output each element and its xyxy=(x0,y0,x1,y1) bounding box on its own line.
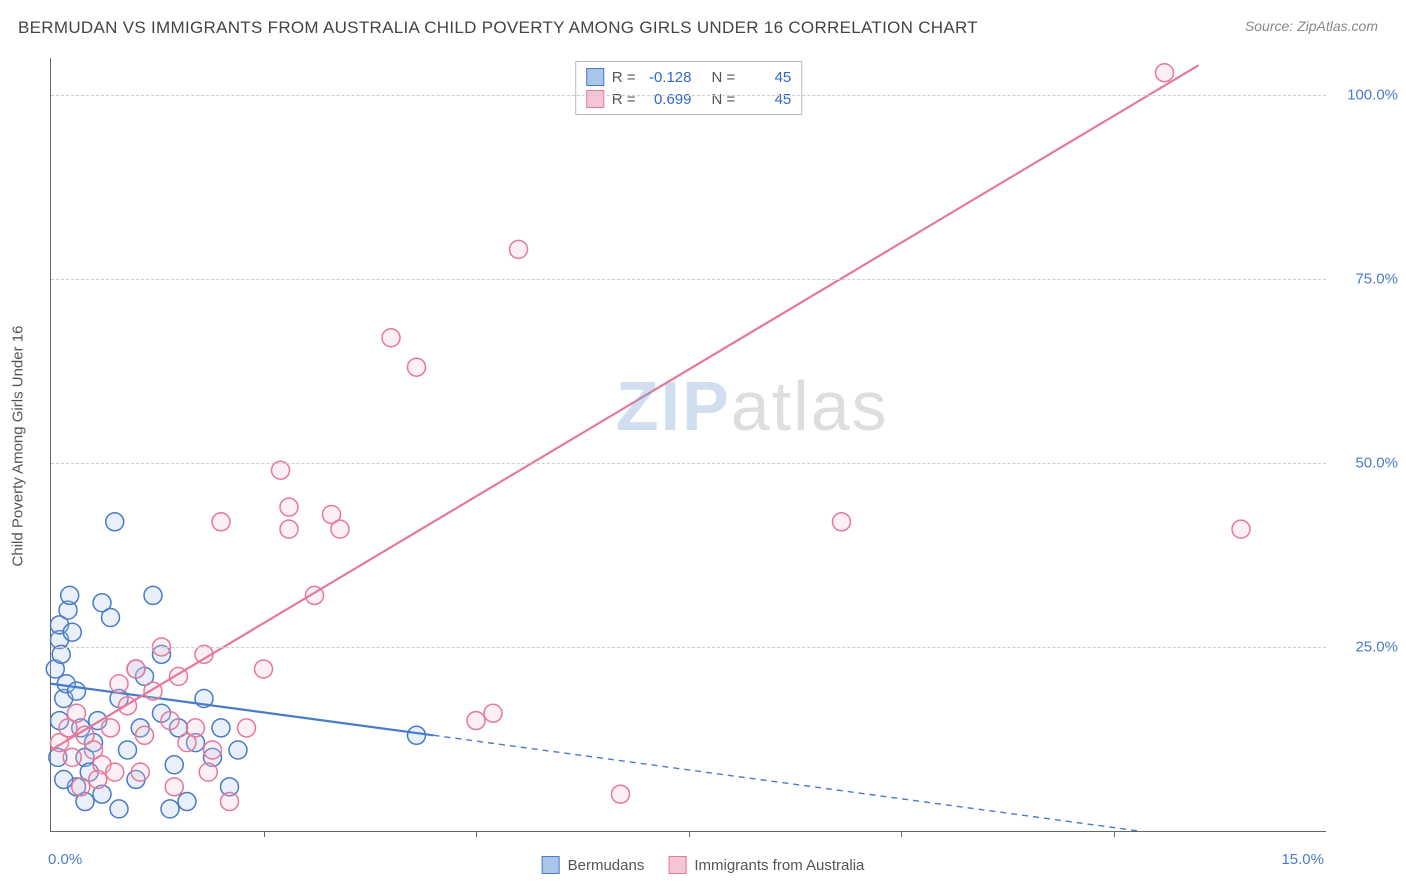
data-point xyxy=(833,513,851,531)
data-point xyxy=(408,726,426,744)
data-point xyxy=(102,719,120,737)
data-point xyxy=(178,793,196,811)
data-point xyxy=(161,712,179,730)
chart-title: BERMUDAN VS IMMIGRANTS FROM AUSTRALIA CH… xyxy=(18,18,978,38)
legend-item: Immigrants from Australia xyxy=(668,856,864,874)
data-point xyxy=(382,329,400,347)
y-axis-label: Child Poverty Among Girls Under 16 xyxy=(10,326,27,567)
x-axis-tick-mark xyxy=(1114,831,1115,837)
data-point xyxy=(229,741,247,759)
data-point xyxy=(68,704,86,722)
scatter-svg xyxy=(51,58,1326,831)
data-point xyxy=(110,800,128,818)
data-point xyxy=(280,498,298,516)
data-point xyxy=(467,712,485,730)
x-axis-tick-max: 15.0% xyxy=(1281,851,1324,868)
data-point xyxy=(161,800,179,818)
data-point xyxy=(272,461,290,479)
legend-item: Bermudans xyxy=(542,856,645,874)
data-point xyxy=(187,719,205,737)
y-axis-tick: 75.0% xyxy=(1355,270,1398,287)
data-point xyxy=(106,513,124,531)
legend-label: Bermudans xyxy=(568,857,645,874)
data-point xyxy=(72,778,90,796)
data-point xyxy=(144,586,162,604)
x-axis-tick-mark xyxy=(901,831,902,837)
data-point xyxy=(204,741,222,759)
data-point xyxy=(1156,64,1174,82)
chart-plot-area: R =-0.128N =45R =0.699N =45 ZIPatlas 25.… xyxy=(50,58,1326,832)
data-point xyxy=(484,704,502,722)
data-point xyxy=(119,741,137,759)
data-point xyxy=(136,726,154,744)
data-point xyxy=(280,520,298,538)
legend-label: Immigrants from Australia xyxy=(694,857,864,874)
legend-swatch xyxy=(668,856,686,874)
legend-swatch xyxy=(542,856,560,874)
data-point xyxy=(165,756,183,774)
y-axis-tick: 25.0% xyxy=(1355,638,1398,655)
source-label: Source: ZipAtlas.com xyxy=(1245,18,1378,34)
data-point xyxy=(212,513,230,531)
gridline xyxy=(51,95,1326,96)
y-axis-tick: 50.0% xyxy=(1355,454,1398,471)
data-point xyxy=(221,793,239,811)
data-point xyxy=(89,770,107,788)
data-point xyxy=(127,660,145,678)
series-legend: Bermudans Immigrants from Australia xyxy=(542,856,865,874)
data-point xyxy=(1232,520,1250,538)
data-point xyxy=(199,763,217,781)
data-point xyxy=(612,785,630,803)
data-point xyxy=(52,645,70,663)
data-point xyxy=(102,609,120,627)
x-axis-tick-mark xyxy=(264,831,265,837)
x-axis-tick-min: 0.0% xyxy=(48,851,82,868)
gridline xyxy=(51,279,1326,280)
data-point xyxy=(165,778,183,796)
data-point xyxy=(106,763,124,781)
trend-line-extrapolated xyxy=(434,735,1140,831)
data-point xyxy=(131,763,149,781)
gridline xyxy=(51,463,1326,464)
data-point xyxy=(331,520,349,538)
data-point xyxy=(408,358,426,376)
x-axis-tick-mark xyxy=(476,831,477,837)
data-point xyxy=(510,240,528,258)
data-point xyxy=(110,675,128,693)
data-point xyxy=(61,586,79,604)
data-point xyxy=(238,719,256,737)
data-point xyxy=(63,623,81,641)
x-axis-tick-mark xyxy=(689,831,690,837)
y-axis-tick: 100.0% xyxy=(1347,86,1398,103)
data-point xyxy=(212,719,230,737)
data-point xyxy=(68,682,86,700)
data-point xyxy=(63,748,81,766)
data-point xyxy=(55,770,73,788)
data-point xyxy=(255,660,273,678)
gridline xyxy=(51,647,1326,648)
